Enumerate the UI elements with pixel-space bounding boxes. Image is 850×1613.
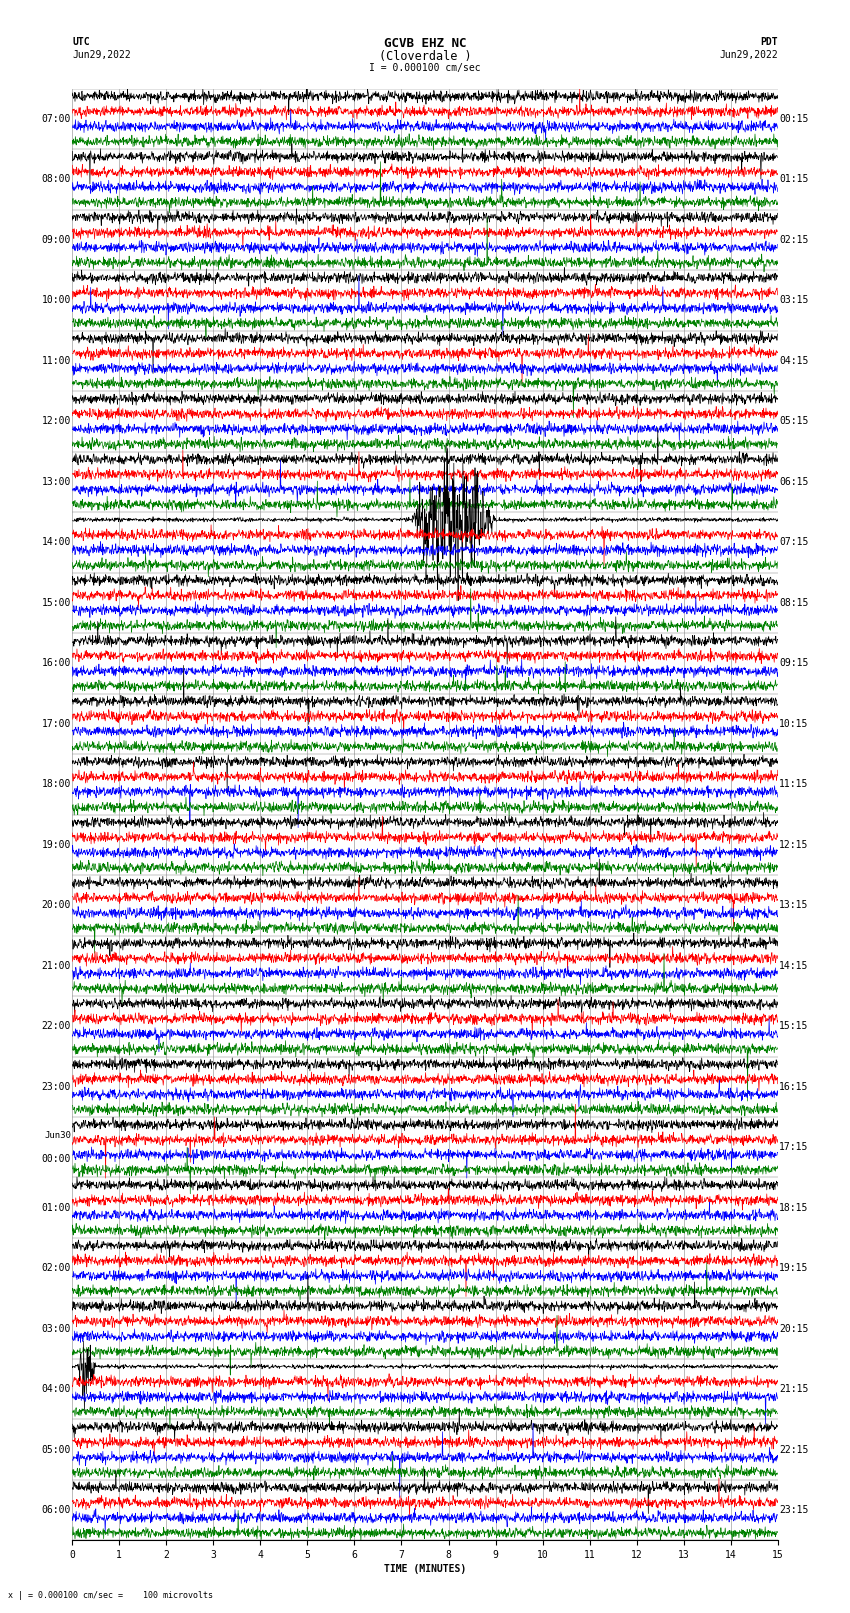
Text: 06:15: 06:15	[779, 477, 808, 487]
Text: 18:00: 18:00	[42, 779, 71, 789]
Text: 15:15: 15:15	[779, 1021, 808, 1031]
Text: (Cloverdale ): (Cloverdale )	[379, 50, 471, 63]
Text: 22:00: 22:00	[42, 1021, 71, 1031]
Text: 07:00: 07:00	[42, 115, 71, 124]
Text: 00:00: 00:00	[42, 1153, 71, 1165]
Text: 21:15: 21:15	[779, 1384, 808, 1394]
Text: UTC: UTC	[72, 37, 90, 47]
Text: 05:00: 05:00	[42, 1445, 71, 1455]
Text: 13:00: 13:00	[42, 477, 71, 487]
Text: Jun29,2022: Jun29,2022	[72, 50, 131, 60]
Text: Jun29,2022: Jun29,2022	[719, 50, 778, 60]
Text: 22:15: 22:15	[779, 1445, 808, 1455]
Text: 05:15: 05:15	[779, 416, 808, 426]
Text: 12:15: 12:15	[779, 840, 808, 850]
Text: 11:00: 11:00	[42, 356, 71, 366]
Text: 19:00: 19:00	[42, 840, 71, 850]
Text: 18:15: 18:15	[779, 1203, 808, 1213]
Text: 10:00: 10:00	[42, 295, 71, 305]
Text: 02:00: 02:00	[42, 1263, 71, 1273]
Text: 19:15: 19:15	[779, 1263, 808, 1273]
Text: 08:00: 08:00	[42, 174, 71, 184]
Text: 01:15: 01:15	[779, 174, 808, 184]
Text: 10:15: 10:15	[779, 719, 808, 729]
Text: 21:00: 21:00	[42, 961, 71, 971]
Text: 14:00: 14:00	[42, 537, 71, 547]
Text: 23:15: 23:15	[779, 1505, 808, 1515]
Text: 04:00: 04:00	[42, 1384, 71, 1394]
X-axis label: TIME (MINUTES): TIME (MINUTES)	[384, 1565, 466, 1574]
Text: 20:15: 20:15	[779, 1324, 808, 1334]
Text: 16:00: 16:00	[42, 658, 71, 668]
Text: 03:00: 03:00	[42, 1324, 71, 1334]
Text: I = 0.000100 cm/sec: I = 0.000100 cm/sec	[369, 63, 481, 73]
Text: 02:15: 02:15	[779, 235, 808, 245]
Text: 08:15: 08:15	[779, 598, 808, 608]
Text: 00:15: 00:15	[779, 115, 808, 124]
Text: 16:15: 16:15	[779, 1082, 808, 1092]
Text: 09:15: 09:15	[779, 658, 808, 668]
Text: 14:15: 14:15	[779, 961, 808, 971]
Text: GCVB EHZ NC: GCVB EHZ NC	[383, 37, 467, 50]
Text: 11:15: 11:15	[779, 779, 808, 789]
Text: 03:15: 03:15	[779, 295, 808, 305]
Text: 12:00: 12:00	[42, 416, 71, 426]
Text: 13:15: 13:15	[779, 900, 808, 910]
Text: x | = 0.000100 cm/sec =    100 microvolts: x | = 0.000100 cm/sec = 100 microvolts	[8, 1590, 213, 1600]
Text: 01:00: 01:00	[42, 1203, 71, 1213]
Text: Jun30: Jun30	[44, 1131, 71, 1140]
Text: 20:00: 20:00	[42, 900, 71, 910]
Text: PDT: PDT	[760, 37, 778, 47]
Text: 23:00: 23:00	[42, 1082, 71, 1092]
Text: 17:15: 17:15	[779, 1142, 808, 1152]
Text: 06:00: 06:00	[42, 1505, 71, 1515]
Text: 07:15: 07:15	[779, 537, 808, 547]
Text: 15:00: 15:00	[42, 598, 71, 608]
Text: 17:00: 17:00	[42, 719, 71, 729]
Text: 09:00: 09:00	[42, 235, 71, 245]
Text: 04:15: 04:15	[779, 356, 808, 366]
